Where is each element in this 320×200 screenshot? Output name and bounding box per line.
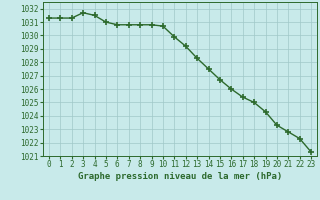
X-axis label: Graphe pression niveau de la mer (hPa): Graphe pression niveau de la mer (hPa) xyxy=(78,172,282,181)
